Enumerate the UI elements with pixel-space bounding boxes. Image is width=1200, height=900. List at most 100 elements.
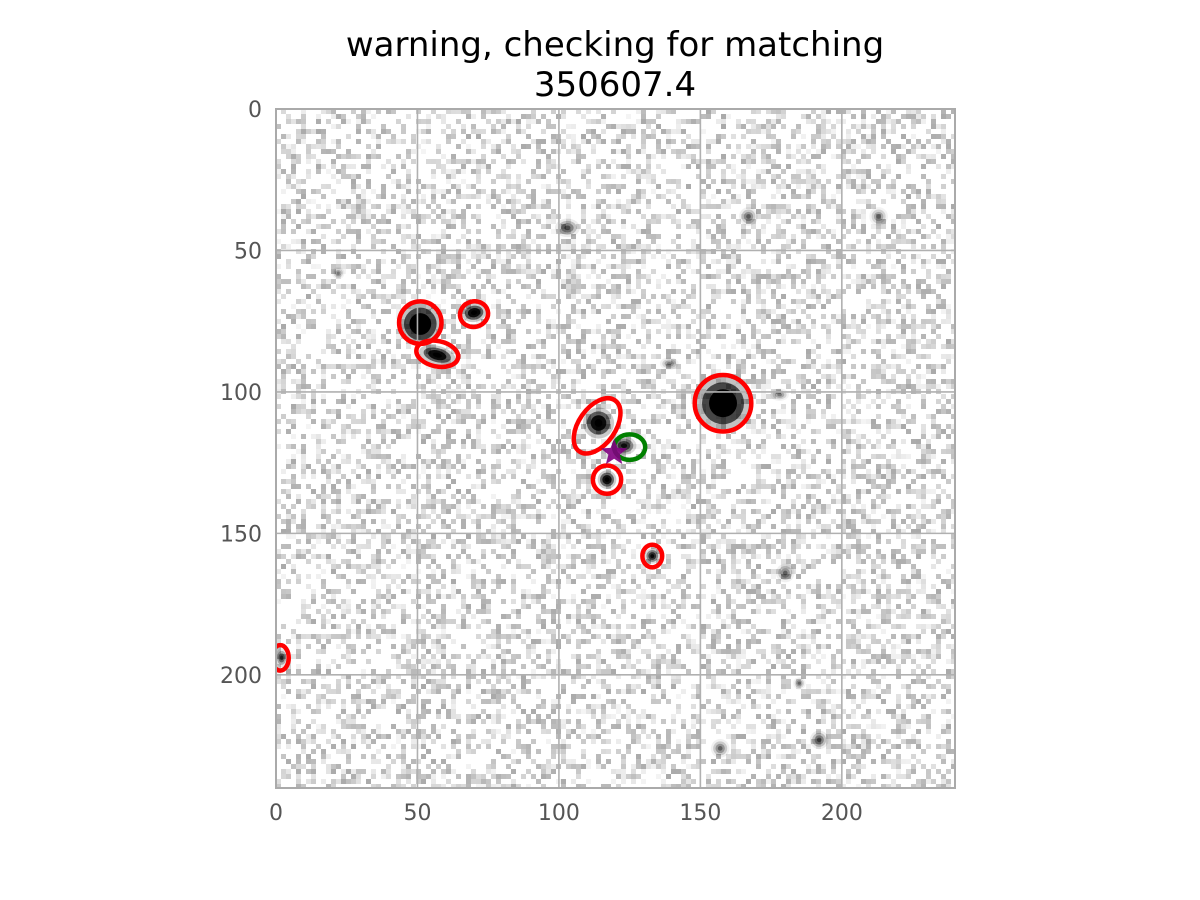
noise-pixel (766, 209, 771, 214)
noise-pixel (386, 459, 391, 464)
noise-pixel (946, 144, 951, 149)
noise-pixel (351, 434, 356, 439)
noise-pixel (366, 164, 371, 169)
noise-pixel (601, 304, 606, 309)
noise-pixel (536, 424, 541, 429)
noise-pixel (601, 229, 606, 234)
noise-pixel (371, 484, 376, 489)
noise-pixel (626, 244, 631, 249)
noise-pixel (341, 524, 346, 529)
noise-pixel (501, 204, 506, 209)
noise-pixel (531, 274, 536, 279)
noise-pixel (496, 504, 501, 509)
noise-pixel (906, 349, 911, 354)
noise-pixel (506, 514, 511, 519)
noise-pixel (626, 349, 631, 354)
noise-pixel (526, 269, 531, 274)
noise-pixel (641, 139, 646, 144)
noise-pixel (351, 179, 356, 184)
noise-pixel (356, 529, 361, 534)
noise-pixel (736, 374, 741, 379)
noise-pixel (606, 319, 611, 324)
noise-pixel (936, 194, 941, 199)
noise-pixel (386, 209, 391, 214)
noise-pixel (851, 419, 856, 424)
noise-pixel (926, 439, 931, 444)
noise-pixel (811, 534, 816, 539)
noise-pixel (461, 364, 466, 369)
noise-pixel (796, 129, 801, 134)
noise-pixel (911, 204, 916, 209)
noise-pixel (536, 164, 541, 169)
noise-pixel (501, 504, 506, 509)
noise-pixel (546, 319, 551, 324)
noise-pixel (786, 384, 791, 389)
noise-pixel (456, 469, 461, 474)
noise-pixel (766, 204, 771, 209)
noise-pixel (671, 299, 676, 304)
noise-pixel (576, 484, 581, 489)
noise-pixel (646, 119, 651, 124)
noise-pixel (851, 209, 856, 214)
noise-pixel (911, 324, 916, 329)
noise-pixel (581, 374, 586, 379)
noise-pixel (581, 339, 586, 344)
noise-pixel (916, 509, 921, 514)
noise-pixel (921, 154, 926, 159)
noise-pixel (791, 464, 796, 469)
noise-pixel (476, 514, 481, 519)
noise-pixel (576, 369, 581, 374)
noise-pixel (396, 484, 401, 489)
noise-pixel (661, 464, 666, 469)
noise-pixel (481, 284, 486, 289)
noise-pixel (476, 404, 481, 409)
noise-pixel (341, 434, 346, 439)
noise-pixel (601, 199, 606, 204)
noise-pixel (446, 504, 451, 509)
noise-pixel (311, 499, 316, 504)
noise-pixel (506, 379, 511, 384)
noise-pixel (511, 144, 516, 149)
noise-pixel (651, 384, 656, 389)
noise-pixel (641, 364, 646, 369)
noise-pixel (766, 279, 771, 284)
noise-pixel (701, 434, 706, 439)
noise-pixel (696, 119, 701, 124)
noise-pixel (761, 244, 766, 249)
noise-pixel (291, 319, 296, 324)
noise-pixel (671, 214, 676, 219)
noise-pixel (621, 489, 626, 494)
noise-pixel (501, 174, 506, 179)
noise-pixel (536, 214, 541, 219)
noise-pixel (691, 504, 696, 509)
noise-pixel (901, 239, 906, 244)
noise-pixel (701, 529, 706, 534)
noise-pixel (841, 324, 846, 329)
noise-pixel (941, 134, 946, 139)
noise-pixel (771, 324, 776, 329)
noise-pixel (491, 429, 496, 434)
noise-pixel (776, 429, 781, 434)
noise-pixel (591, 149, 596, 154)
noise-pixel (701, 309, 706, 314)
noise-pixel (411, 209, 416, 214)
noise-pixel (636, 259, 641, 264)
noise-pixel (691, 359, 696, 364)
noise-pixel (346, 214, 351, 219)
noise-pixel (506, 114, 511, 119)
noise-pixel (591, 459, 596, 464)
noise-pixel (636, 189, 641, 194)
noise-pixel (561, 139, 566, 144)
noise-pixel (336, 524, 341, 529)
noise-pixel (781, 369, 786, 374)
noise-pixel (936, 204, 941, 209)
noise-pixel (411, 414, 416, 419)
noise-pixel (516, 154, 521, 159)
noise-pixel (886, 299, 891, 304)
noise-pixel (466, 134, 471, 139)
noise-pixel (856, 449, 861, 454)
noise-pixel (571, 239, 576, 244)
noise-pixel (486, 329, 491, 334)
noise-pixel (846, 139, 851, 144)
noise-pixel (441, 459, 446, 464)
